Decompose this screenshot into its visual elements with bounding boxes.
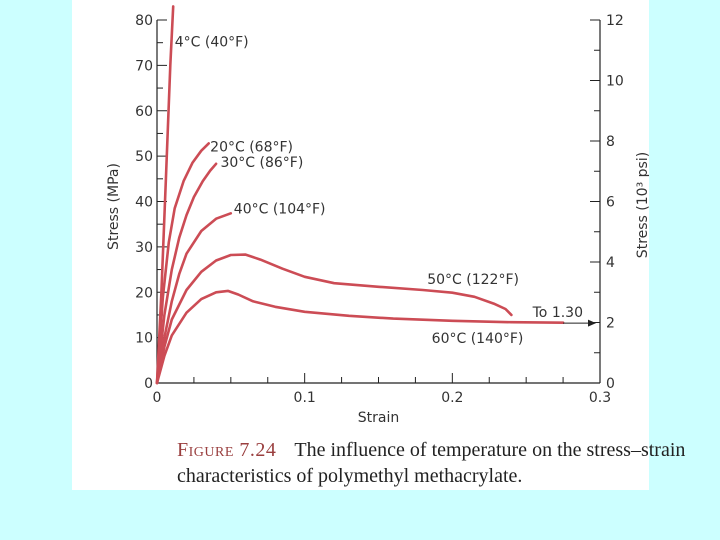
y-tick-label: 50 <box>135 149 153 165</box>
x-tick-label: 0.1 <box>294 390 316 406</box>
series-label-2: 30°C (86°F) <box>220 155 303 171</box>
y-tick-label: 10 <box>135 331 153 347</box>
y-tick-label: 60 <box>135 104 153 120</box>
series-curve-3 <box>155 212 233 385</box>
annotation-label: To 1.30 <box>532 305 583 321</box>
y-tick-label: 0 <box>144 376 153 392</box>
y2-tick-label: 8 <box>606 134 615 150</box>
y-axis-title: Stress (MPa) <box>106 163 122 250</box>
y2-tick-label: 10 <box>606 74 624 90</box>
caption-text: The influence of temperature on the stre… <box>177 439 686 487</box>
stress-strain-chart: 0 10 20 30 40 50 60 70 80 0 2 4 6 8 10 12 0 0.1 0.2 0.3 Stra… <box>106 5 649 426</box>
series-label-0: 4°C (40°F) <box>175 34 249 50</box>
y2-tick-label: 0 <box>606 376 615 392</box>
series-label-5: 60°C (140°F) <box>432 331 524 347</box>
x-tick-label: 0 <box>153 390 162 406</box>
series-curve-2 <box>155 162 218 385</box>
to-130-arrow: To 1.30 <box>532 305 596 327</box>
y-tick-label: 20 <box>135 285 153 301</box>
y2-axis-title: Stress (10³ psi) <box>635 152 649 258</box>
y-tick-label: 40 <box>135 195 153 211</box>
series-curve-5 <box>155 289 565 385</box>
series-label-3: 40°C (104°F) <box>234 201 326 217</box>
y2-tick-label: 4 <box>606 255 615 271</box>
y2-tick-label: 12 <box>606 13 624 29</box>
x-axis-title: Strain <box>358 410 399 426</box>
y-tick-label: 30 <box>135 240 153 256</box>
chart-curves <box>155 5 565 385</box>
y-tick-label: 70 <box>135 58 153 74</box>
series-curve-4 <box>155 253 513 385</box>
series-label-4: 50°C (122°F) <box>427 272 519 288</box>
figure-panel: 0 10 20 30 40 50 60 70 80 0 2 4 6 8 10 12 0 0.1 0.2 0.3 Stra… <box>72 0 685 490</box>
series-label-1: 20°C (68°F) <box>210 140 293 156</box>
series-curve-1 <box>155 142 210 385</box>
chart-axes: 0 10 20 30 40 50 60 70 80 0 2 4 6 8 10 12 0 0.1 0.2 0.3 Stra… <box>106 13 649 426</box>
y-tick-label: 80 <box>135 13 153 29</box>
x-tick-label: 0.3 <box>589 390 611 406</box>
caption-label: Figure 7.24 <box>177 439 277 461</box>
figure-caption: Figure 7.24 The influence of temperature … <box>177 437 717 489</box>
y2-tick-label: 6 <box>606 195 615 211</box>
x-tick-label: 0.2 <box>441 390 463 406</box>
chart-labels: 4°C (40°F) 20°C (68°F)30°C (86°F) 40°C (10… <box>175 34 524 347</box>
y2-tick-label: 2 <box>606 316 615 332</box>
annotation-arrow-head <box>588 319 596 327</box>
